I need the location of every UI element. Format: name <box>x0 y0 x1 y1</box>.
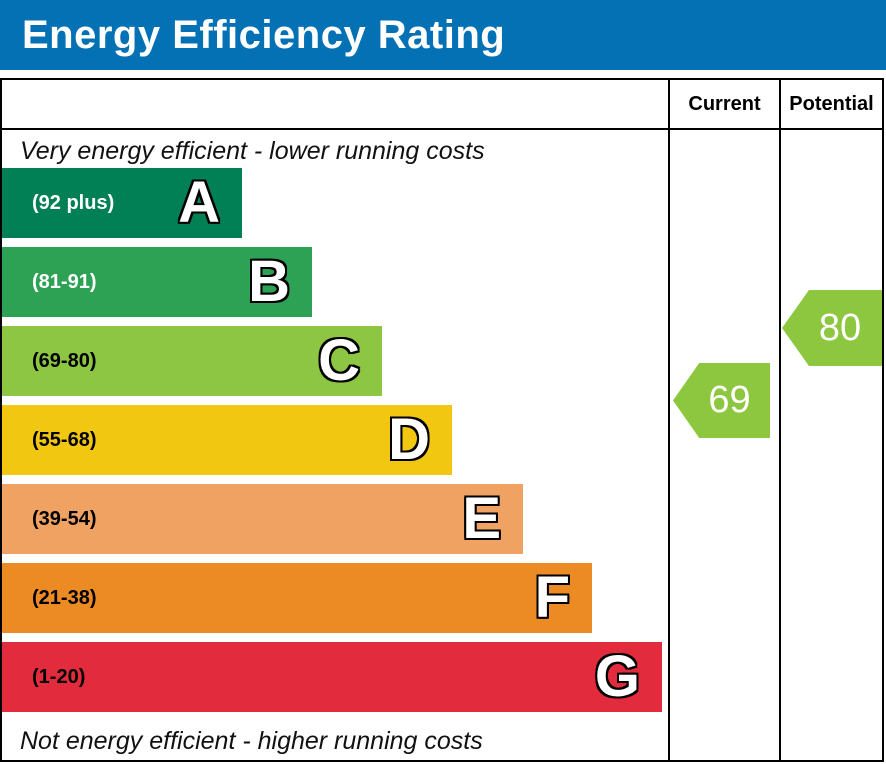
band-letter: A <box>178 170 220 235</box>
band-letter: G <box>594 644 640 709</box>
current-rating-value: 69 <box>708 379 751 421</box>
band-range-label: (21-38) <box>32 586 97 609</box>
rating-bands-column: Very energy efficient - lower running co… <box>2 80 670 760</box>
band-letter: B <box>248 249 290 314</box>
potential-column: Potential <box>781 80 882 760</box>
page-title: Energy Efficiency Rating <box>22 12 506 57</box>
band-range-label: (39-54) <box>32 507 97 530</box>
page-title-bar: Energy Efficiency Rating <box>0 0 886 70</box>
band-range-label: (92 plus) <box>32 191 115 214</box>
potential-rating-value: 80 <box>818 306 862 349</box>
band-range-label: (55-68) <box>32 428 97 451</box>
band-letter: E <box>462 486 501 551</box>
top-caption: Very energy efficient - lower running co… <box>20 137 485 165</box>
band-letter: F <box>534 565 570 630</box>
current-column-header: Current <box>670 80 779 130</box>
bottom-caption: Not energy efficient - higher running co… <box>20 727 483 755</box>
bands-column-header <box>2 80 668 130</box>
band-f: (21-38) F <box>2 563 592 633</box>
band-letter: C <box>318 328 360 393</box>
current-column: Current <box>670 80 781 760</box>
band-g: (1-20) G <box>2 642 662 712</box>
band-range-label: (81-91) <box>32 270 97 293</box>
rating-table: Very energy efficient - lower running co… <box>0 78 884 762</box>
band-d: (55-68) D <box>2 405 452 475</box>
band-b: (81-91) B <box>2 247 312 317</box>
band-a: (92 plus) A <box>2 168 242 238</box>
band-range-label: (69-80) <box>32 349 97 372</box>
band-c: (69-80) C <box>2 326 382 396</box>
band-bars: (92 plus) A (81-91) B (69-80) C (55-68) D (39-54… <box>2 168 662 721</box>
band-e: (39-54) E <box>2 484 523 554</box>
band-range-label: (1-20) <box>32 665 86 688</box>
band-letter: D <box>388 407 430 472</box>
bands-area: Very energy efficient - lower running co… <box>2 130 668 760</box>
potential-column-header: Potential <box>781 80 882 130</box>
